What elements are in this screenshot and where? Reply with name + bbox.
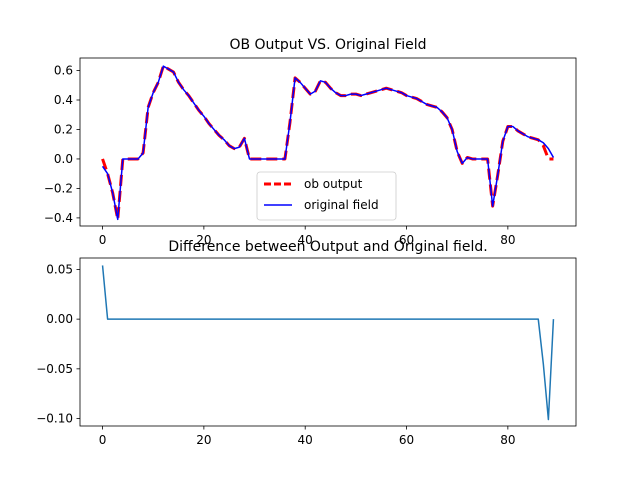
- top-chart-y-tick-label: 0.4: [54, 93, 73, 107]
- bottom-chart-y-tick-label: 0.00: [46, 312, 73, 326]
- bottom-chart-x-tick-label: 40: [298, 433, 313, 447]
- bottom-chart-plot-area: [101, 265, 555, 421]
- bottom-chart-y-axis: −0.10 −0.05 0.00 0.05: [36, 262, 80, 426]
- bottom-chart-x-tick-label: 20: [196, 433, 211, 447]
- top-chart-y-axis: −0.4 −0.2 0.0 0.2 0.4 0.6: [44, 64, 80, 225]
- top-chart-y-tick-label: −0.2: [44, 181, 73, 195]
- top-chart-y-tick-label: −0.4: [44, 211, 73, 225]
- legend-label-ob-output: ob output: [304, 177, 363, 191]
- top-chart-x-tick-label: 20: [196, 233, 211, 247]
- bottom-chart-y-tick-label: −0.05: [36, 362, 73, 376]
- bottom-chart-y-tick-label: 0.05: [46, 262, 73, 276]
- bottom-chart-series-line-0: [101, 265, 555, 421]
- bottom-chart: 0 20 40 60 80 −0.10 −0.05 0.00 0.05 Difference …: [36, 239, 577, 447]
- top-chart-y-tick-label: 0.0: [54, 152, 73, 166]
- bottom-chart-x-axis: 0 20 40 60 80: [99, 426, 515, 447]
- bottom-chart-x-tick-label: 0: [99, 433, 107, 447]
- top-chart-x-tick-label: 60: [399, 233, 414, 247]
- bottom-chart-x-tick-label: 80: [500, 433, 515, 447]
- top-chart-y-tick-label: 0.2: [54, 122, 73, 136]
- bottom-chart-title: Difference between Output and Original f…: [168, 239, 487, 255]
- top-chart-x-tick-label: 40: [298, 233, 313, 247]
- bottom-chart-frame: [79, 257, 577, 427]
- top-chart-y-tick-label: 0.6: [54, 64, 73, 78]
- bottom-chart-x-tick-label: 60: [399, 433, 414, 447]
- top-chart-frame: [79, 57, 577, 227]
- top-chart-x-axis: 0 20 40 60 80: [99, 226, 515, 247]
- legend-label-original-field: original field: [304, 198, 379, 212]
- legend-box: [256, 171, 397, 221]
- top-chart-x-tick-label: 0: [99, 233, 107, 247]
- top-chart-x-tick-label: 80: [500, 233, 515, 247]
- bottom-chart-y-tick-label: −0.10: [36, 412, 73, 426]
- top-chart: OB Output VS. Original Field 0 20 40 60 80 −…: [44, 37, 577, 247]
- top-chart-series-original-field: [101, 65, 555, 221]
- legend: ob output original field: [256, 171, 397, 221]
- top-chart-title: OB Output VS. Original Field: [229, 37, 426, 53]
- top-chart-plot-area: [101, 64, 555, 221]
